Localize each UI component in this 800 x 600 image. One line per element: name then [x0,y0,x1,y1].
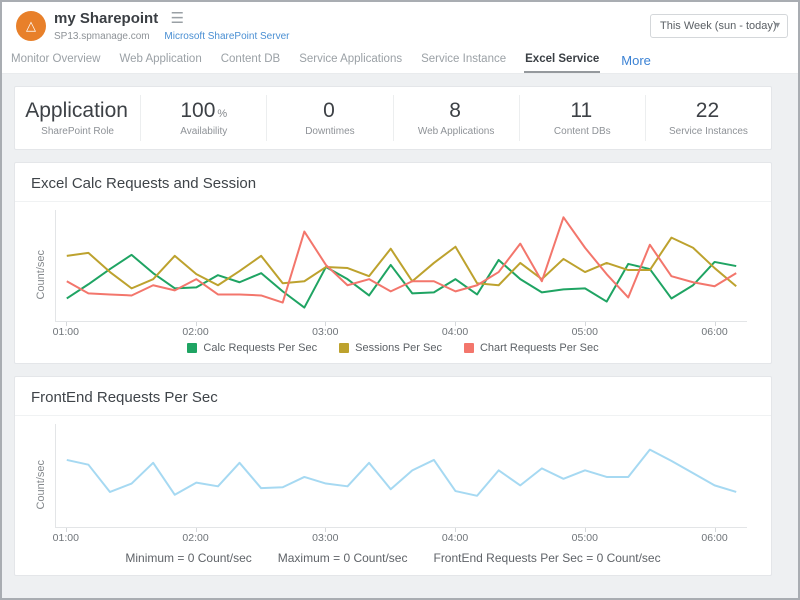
time-range-value: This Week (sun - today) [660,20,777,32]
series-sessions-per-sec [67,238,736,289]
tab-content-db[interactable]: Content DB [220,53,281,65]
series-chart-requests-per-sec [67,217,736,302]
x-tick-mark [584,322,586,326]
monitor-logo: △ [16,11,46,41]
stat-value: 8 [449,98,461,122]
chart-title: Excel Calc Requests and Session [15,163,771,202]
x-tick-mark [325,528,327,532]
monitor-subtitle: SP13.spmanage.com Microsoft SharePoint S… [54,31,289,42]
legend-item[interactable]: Calc Requests Per Sec [187,342,317,354]
x-tick-label: 04:00 [441,532,469,544]
stat-availability: 100% Availability [141,94,268,142]
stat-label: Service Instances [668,126,748,138]
frontend-requests-chart-card: FrontEnd Requests Per Sec Count/sec 01:0… [14,376,772,576]
tabs-more-link[interactable]: More [621,53,651,68]
frontend-requests-chart: Count/sec 01:00 02:00 03:00 04:00 05:00 06:00… [15,416,771,575]
tab-monitor-overview[interactable]: Monitor Overview [11,53,101,65]
x-axis: 01:00 02:00 03:00 04:00 05:00 06:00 [52,322,747,340]
x-axis: 01:00 02:00 03:00 04:00 05:00 06:00 [52,528,747,546]
legend-item[interactable]: Sessions Per Sec [339,342,442,354]
summary-stats-card: Application SharePoint Role 100% Availab… [14,86,772,150]
page-title: my Sharepoint [54,10,159,27]
x-tick-label: 03:00 [312,326,339,338]
chart-summary-stat: Maximum = 0 Count/sec [277,551,408,565]
legend-swatch-icon [463,343,474,353]
content-area: Application SharePoint Role 100% Availab… [2,74,798,598]
time-range-select[interactable]: This Week (sun - today) ▾ [650,14,788,38]
plot-area: 01:00 02:00 03:00 04:00 05:00 06:00 [52,210,747,340]
stat-label: SharePoint Role [41,126,114,138]
stat-value: 11 [570,98,593,122]
x-tick-label: 05:00 [571,326,598,338]
monitor-host: SP13.spmanage.com [54,31,150,42]
x-tick-mark [65,322,67,326]
y-axis-label: Count/sec [35,250,47,300]
triangle-alert-icon: △ [26,18,36,33]
x-tick-label: 01:00 [52,532,79,544]
x-tick-mark [714,528,716,532]
x-tick-mark [195,528,197,532]
stat-sharepoint-role: Application SharePoint Role [15,94,142,142]
line-chart-svg [55,424,747,528]
legend-swatch-icon [339,343,350,353]
x-tick-label: 03:00 [312,532,339,544]
legend-label: Sessions Per Sec [355,342,442,354]
chart-summary: Minimum = 0 Count/sec Maximum = 0 Count/s… [15,546,771,575]
x-tick-mark [195,322,197,326]
stat-content-dbs: 11 Content DBs [520,94,646,142]
x-tick-label: 06:00 [701,326,728,338]
caret-down-icon: ▾ [774,20,780,31]
x-tick-mark [65,528,67,532]
stat-label: Web Applications [417,126,495,138]
stat-label: Downtimes [305,126,355,138]
chart-legend: Calc Requests Per Sec Sessions Per Sec Cha… [15,340,771,363]
tab-excel-service[interactable]: Excel Service [524,50,601,73]
x-tick-mark [325,322,327,326]
monitor-tabs: Monitor Overview Web Application Content… [2,50,798,74]
legend-label: Chart Requests Per Sec [479,342,599,354]
chart-summary-stat: FrontEnd Requests Per Sec = 0 Count/sec [433,551,661,565]
legend-item[interactable]: Chart Requests Per Sec [463,342,599,354]
x-tick-label: 06:00 [701,532,728,544]
legend-swatch-icon [187,343,198,353]
stat-value: 22 [695,98,720,122]
x-tick-mark [714,322,716,326]
chart-title: FrontEnd Requests Per Sec [15,377,771,416]
stat-service-instances: 22 Service Instances [646,95,771,141]
x-tick-mark [455,528,457,532]
plot-area: 01:00 02:00 03:00 04:00 05:00 06:00 [52,424,747,546]
line-chart-svg [55,210,747,322]
tab-web-application[interactable]: Web Application [119,53,202,65]
x-tick-label: 01:00 [52,326,79,338]
tab-service-applications[interactable]: Service Applications [299,53,403,65]
stat-label: Availability [180,126,228,138]
x-tick-label: 02:00 [182,326,209,338]
y-axis-label: Count/sec [35,460,47,510]
tab-service-instance[interactable]: Service Instance [421,53,507,65]
series-frontend-requests-per-sec [67,450,736,496]
stat-value: 0 [323,98,335,122]
stat-value: Application [25,98,128,122]
legend-label: Calc Requests Per Sec [203,342,318,354]
stat-label: Content DBs [553,126,611,138]
stat-web-applications: 8 Web Applications [394,94,520,142]
monitor-type-link[interactable]: Microsoft SharePoint Server [164,31,290,42]
x-tick-label: 02:00 [182,532,209,544]
hamburger-icon[interactable]: ☰ [170,10,185,27]
excel-calc-chart: Count/sec 01:00 02:00 03:00 04:00 05:00 06:00… [15,202,771,363]
stat-value: 100 [180,98,216,122]
x-tick-label: 05:00 [571,532,598,544]
stat-downtimes: 0 Downtimes [267,94,394,142]
x-tick-label: 04:00 [441,326,469,338]
x-tick-mark [455,322,457,326]
x-tick-mark [584,528,586,532]
monitor-title-block: my Sharepoint ☰ SP13.spmanage.com Micros… [54,9,289,42]
header: △ my Sharepoint ☰ SP13.spmanage.com Micr… [2,2,798,50]
chart-summary-stat: Minimum = 0 Count/sec [125,551,252,565]
excel-calc-chart-card: Excel Calc Requests and Session Count/se… [14,162,772,364]
